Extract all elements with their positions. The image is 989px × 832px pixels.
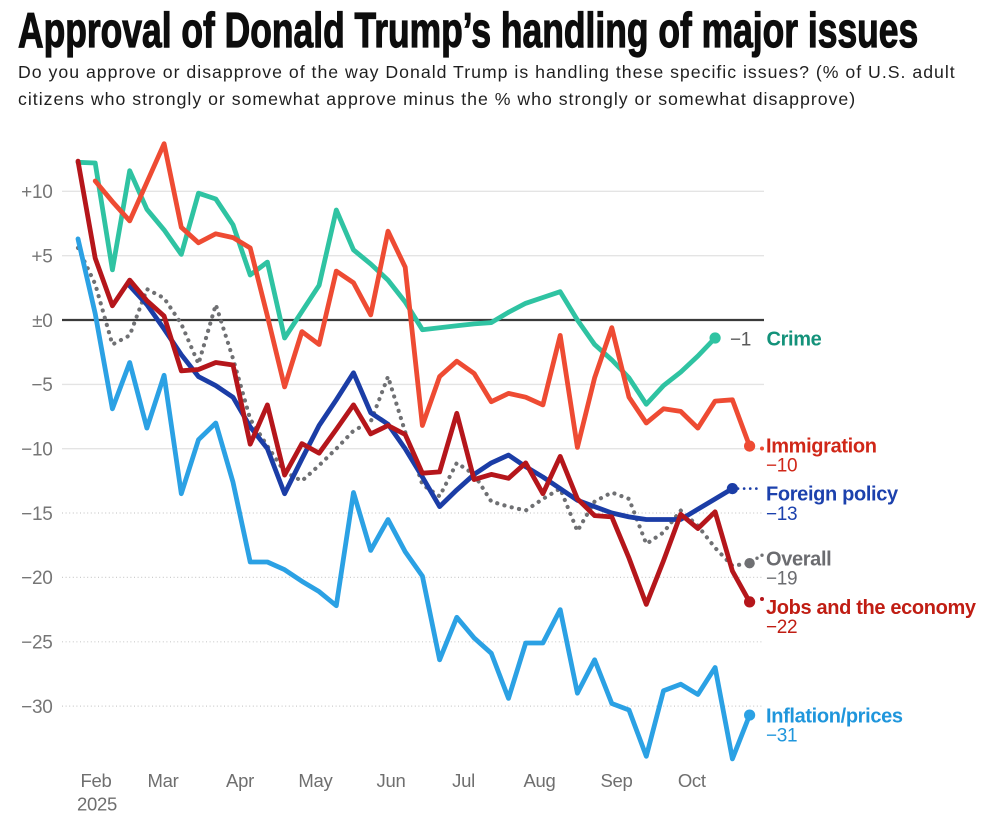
svg-text:−22: −22 bbox=[766, 617, 797, 638]
svg-text:−10: −10 bbox=[21, 440, 52, 461]
svg-text:Jul: Jul bbox=[452, 770, 475, 791]
svg-text:+10: +10 bbox=[21, 182, 52, 203]
svg-text:Oct: Oct bbox=[678, 770, 706, 791]
svg-text:±0: ±0 bbox=[32, 311, 52, 332]
svg-text:Crime: Crime bbox=[767, 329, 822, 351]
svg-text:May: May bbox=[298, 770, 333, 791]
svg-text:−19: −19 bbox=[766, 568, 797, 589]
svg-text:Apr: Apr bbox=[226, 770, 254, 791]
svg-text:Mar: Mar bbox=[148, 770, 179, 791]
svg-text:−25: −25 bbox=[21, 633, 52, 654]
svg-text:2025: 2025 bbox=[77, 794, 117, 815]
svg-text:Feb: Feb bbox=[81, 770, 112, 791]
svg-text:Aug: Aug bbox=[523, 770, 555, 791]
svg-text:Immigration: Immigration bbox=[766, 435, 877, 457]
svg-text:−10: −10 bbox=[766, 456, 797, 477]
svg-text:−31: −31 bbox=[766, 726, 797, 747]
svg-text:+5: +5 bbox=[31, 246, 52, 267]
svg-text:Foreign policy: Foreign policy bbox=[766, 483, 899, 505]
svg-text:−13: −13 bbox=[766, 504, 797, 525]
svg-text:−15: −15 bbox=[21, 504, 52, 525]
svg-text:−30: −30 bbox=[21, 697, 52, 718]
svg-text:−20: −20 bbox=[21, 568, 52, 589]
svg-text:Overall: Overall bbox=[766, 548, 831, 570]
svg-text:Sep: Sep bbox=[600, 770, 632, 791]
svg-text:−5: −5 bbox=[31, 375, 52, 396]
svg-text:−1: −1 bbox=[730, 330, 751, 351]
svg-text:Jobs and the economy: Jobs and the economy bbox=[766, 597, 977, 619]
svg-text:Jun: Jun bbox=[377, 770, 406, 791]
svg-text:Inflation/prices: Inflation/prices bbox=[766, 706, 903, 728]
